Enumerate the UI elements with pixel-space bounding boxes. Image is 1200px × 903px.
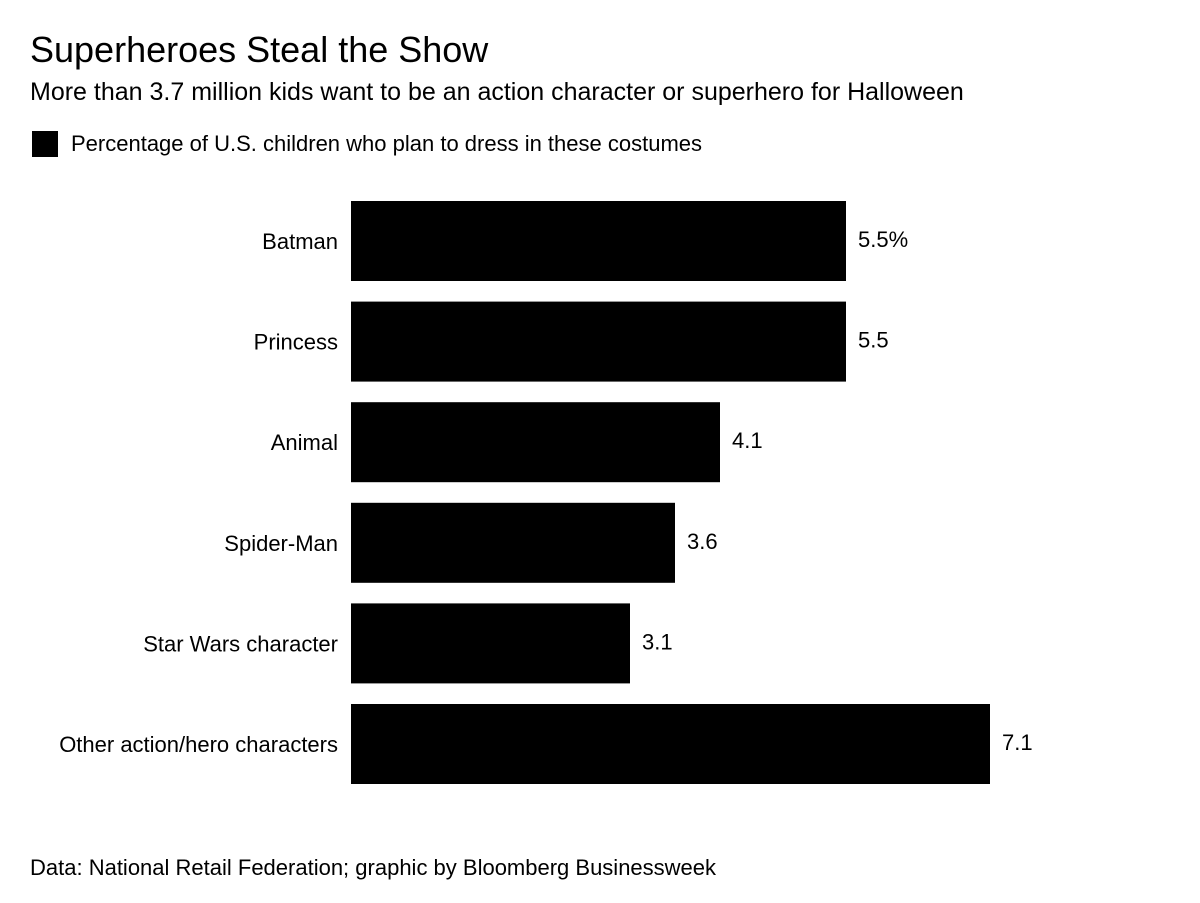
category-label: Animal — [271, 430, 338, 455]
category-label: Batman — [262, 229, 338, 254]
data-label: 5.5% — [858, 227, 908, 252]
legend-swatch — [32, 131, 58, 157]
data-label: 7.1 — [1002, 730, 1033, 755]
legend-label: Percentage of U.S. children who plan to … — [71, 131, 703, 156]
data-label: 3.1 — [642, 629, 673, 654]
bar — [351, 402, 720, 483]
chart-title: Superheroes Steal the Show — [30, 29, 489, 70]
category-label: Other action/hero characters — [59, 732, 338, 757]
legend: Percentage of U.S. children who plan to … — [32, 130, 702, 158]
bar — [351, 301, 846, 382]
bar — [351, 201, 846, 281]
data-label: 5.5 — [858, 328, 889, 353]
category-label: Spider-Man — [224, 531, 338, 556]
chart-subtitle: More than 3.7 million kids want to be an… — [30, 78, 964, 106]
data-label: 4.1 — [732, 428, 763, 453]
bar — [351, 502, 675, 583]
category-label: Star Wars character — [143, 631, 338, 656]
bar — [351, 704, 990, 784]
bar — [351, 603, 630, 684]
category-label: Princess — [254, 330, 338, 355]
data-label: 3.6 — [687, 529, 718, 554]
source-note: Data: National Retail Federation; graphi… — [30, 855, 717, 880]
